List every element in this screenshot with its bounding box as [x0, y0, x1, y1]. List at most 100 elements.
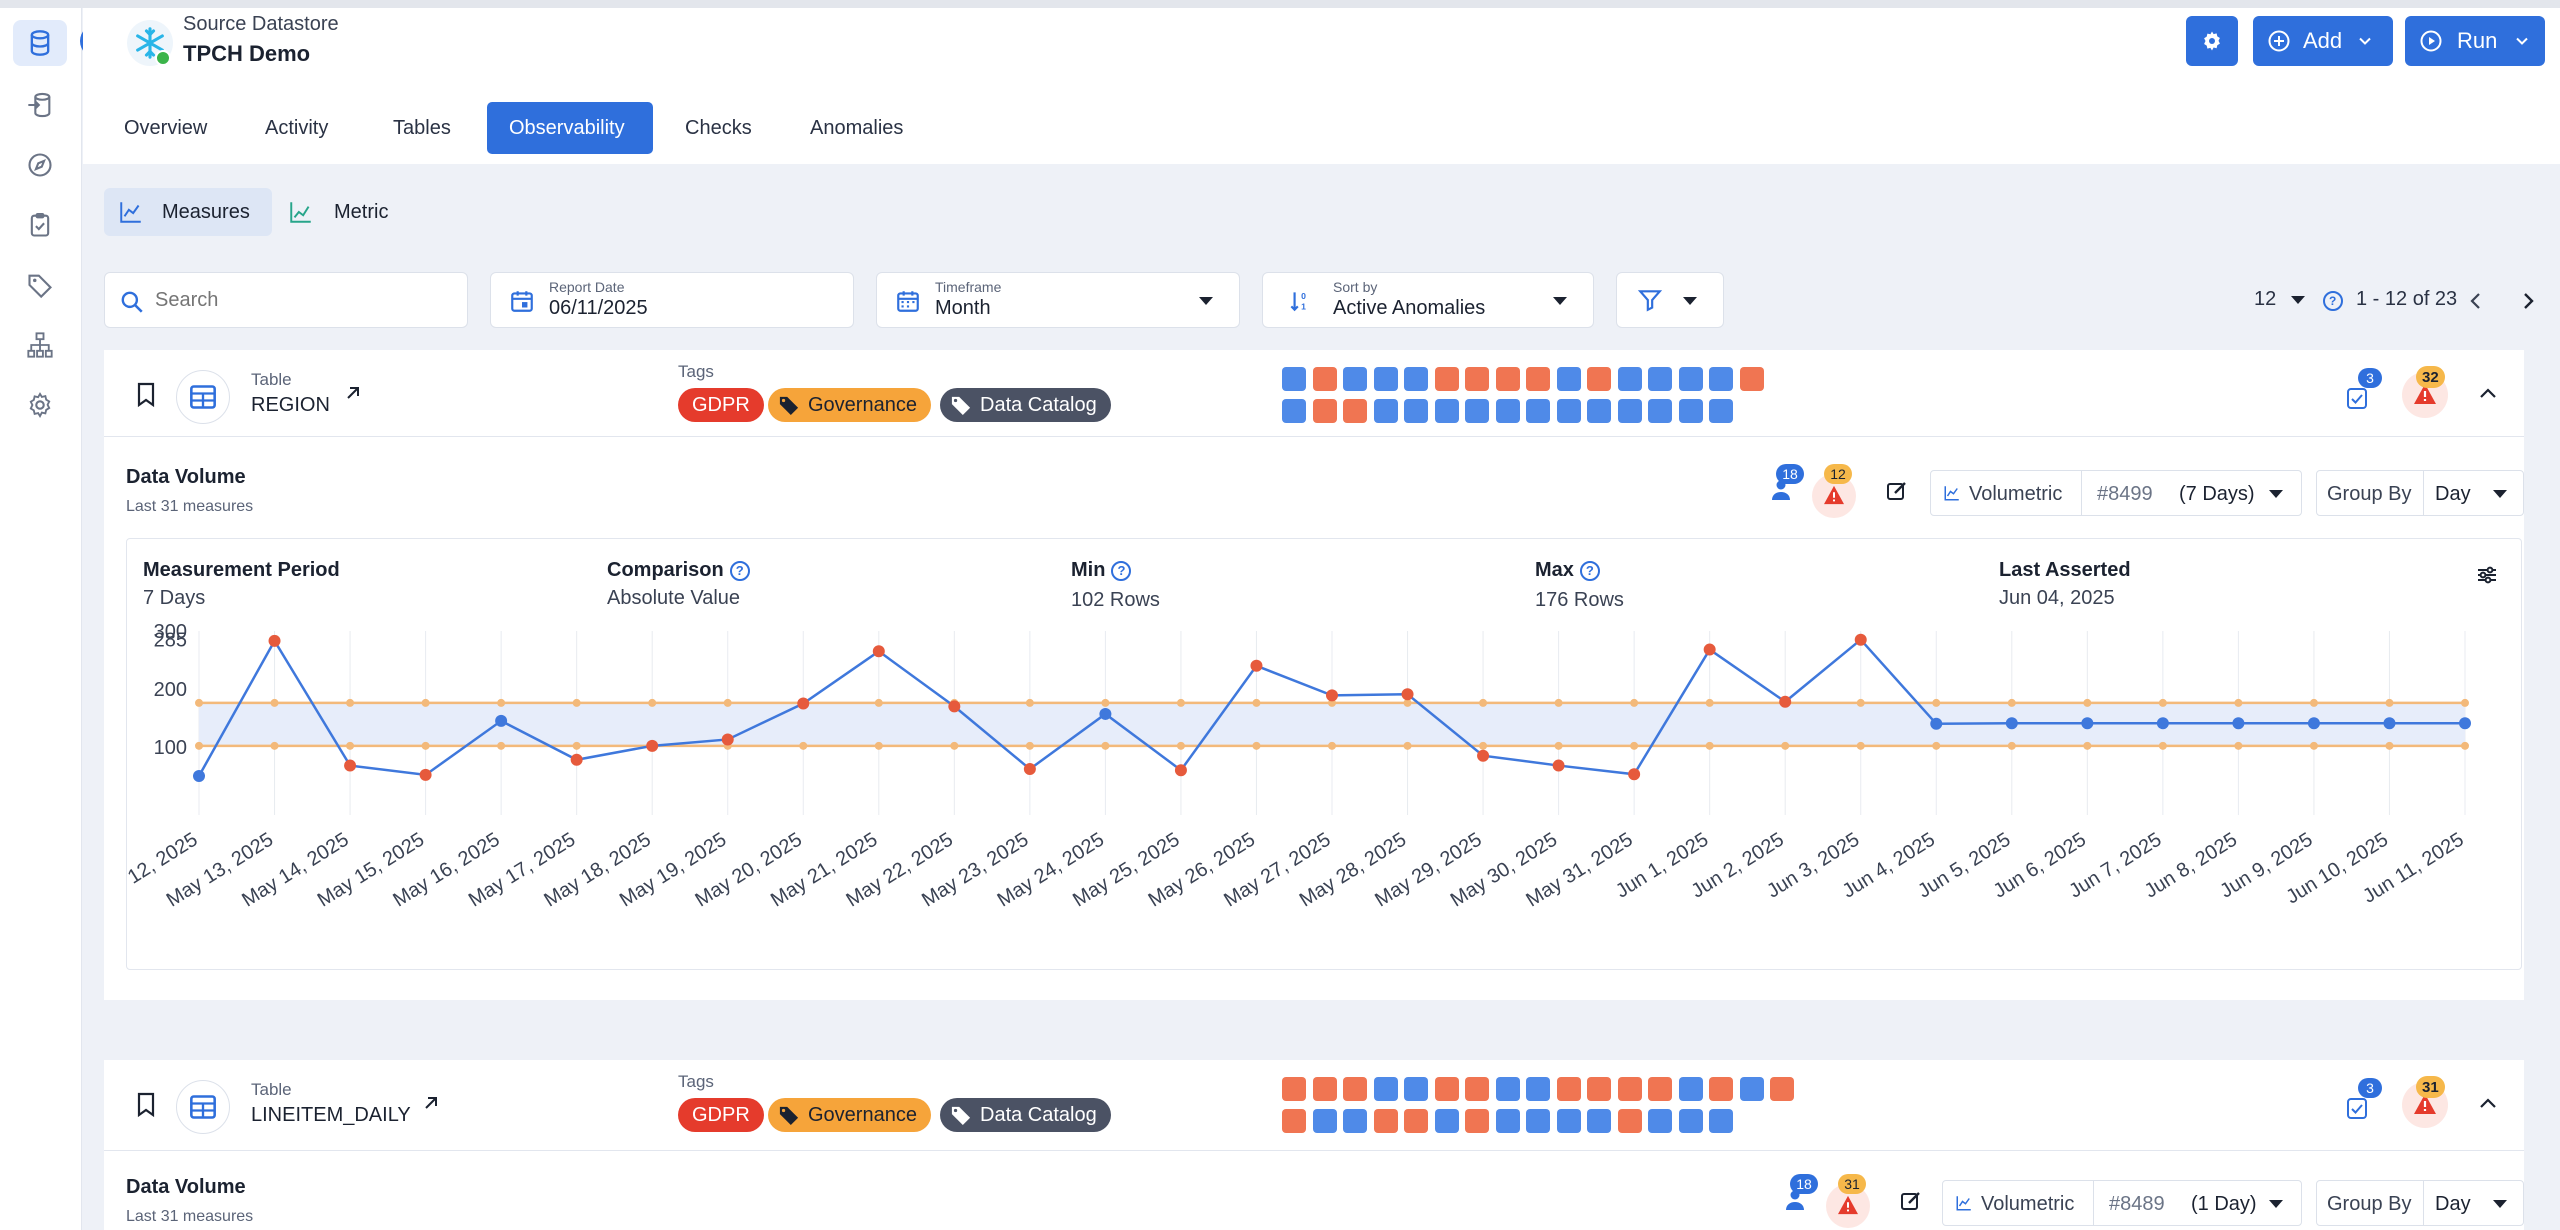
status-square[interactable] [1465, 399, 1489, 423]
chevron-up-icon[interactable] [2478, 1096, 2498, 1110]
sliders-icon[interactable] [2475, 563, 2499, 587]
status-square[interactable] [1434, 1077, 1459, 1101]
status-square[interactable] [1678, 399, 1703, 423]
edit-icon[interactable] [1900, 1190, 1922, 1212]
run-button[interactable]: Run [2405, 16, 2545, 66]
prev-page-icon[interactable] [2466, 290, 2486, 312]
table-name[interactable]: LINEITEM_DAILY [251, 1104, 411, 1126]
sidebar-item-datastores[interactable] [13, 20, 67, 66]
help-icon[interactable]: ? [2322, 290, 2344, 312]
status-square[interactable] [1587, 1109, 1611, 1133]
status-square[interactable] [1404, 399, 1428, 423]
edit-icon[interactable] [1886, 480, 1908, 502]
sidebar-item-enrichment[interactable] [13, 82, 67, 128]
status-square[interactable] [1587, 1077, 1611, 1101]
status-square[interactable] [1678, 1077, 1703, 1101]
status-square[interactable] [1434, 367, 1459, 391]
table-name[interactable]: REGION [251, 394, 330, 416]
help-icon[interactable]: ? [729, 560, 750, 581]
status-square[interactable] [1404, 1077, 1428, 1101]
status-square[interactable] [1648, 1109, 1672, 1133]
tab-checks[interactable]: Checks [685, 116, 752, 139]
next-page-icon[interactable] [2518, 290, 2538, 312]
status-square[interactable] [1434, 399, 1459, 423]
status-square[interactable] [1678, 367, 1703, 391]
status-square[interactable] [1465, 1077, 1489, 1101]
chevron-up-icon[interactable] [2478, 386, 2498, 400]
sidebar-item-flows[interactable] [13, 322, 67, 368]
status-square[interactable] [1282, 399, 1306, 423]
status-square[interactable] [1312, 399, 1337, 423]
tab-tables[interactable]: Tables [393, 116, 451, 139]
tab-anomalies[interactable]: Anomalies [810, 116, 904, 139]
page-size-caret-icon[interactable] [2291, 296, 2305, 304]
status-square[interactable] [1739, 1077, 1764, 1101]
status-square[interactable] [1495, 399, 1520, 423]
report-date-picker[interactable]: Report Date 06/11/2025 [490, 272, 854, 328]
status-square[interactable] [1282, 1077, 1306, 1101]
status-square[interactable] [1648, 367, 1672, 391]
help-icon[interactable]: ? [1111, 560, 1132, 581]
group-by-select[interactable]: Group By Day [2316, 470, 2524, 516]
status-square[interactable] [1648, 1077, 1672, 1101]
status-square[interactable] [1465, 367, 1489, 391]
check-selector[interactable]: Volumetric #8489 (1 Day) [1942, 1180, 2302, 1226]
status-square[interactable] [1739, 367, 1764, 391]
open-external-icon[interactable] [344, 384, 362, 402]
status-square[interactable] [1373, 367, 1398, 391]
status-square[interactable] [1709, 1109, 1733, 1133]
tab-overview[interactable]: Overview [124, 116, 208, 139]
status-square[interactable] [1617, 1077, 1642, 1101]
status-square[interactable] [1373, 399, 1398, 423]
sidebar-item-checks[interactable] [13, 202, 67, 248]
status-square[interactable] [1526, 367, 1550, 391]
group-by-select[interactable]: Group By Day [2316, 1180, 2524, 1226]
status-square[interactable] [1282, 367, 1306, 391]
status-square[interactable] [1312, 1077, 1337, 1101]
tag-data-catalog[interactable]: Data Catalog [940, 1098, 1111, 1132]
status-square[interactable] [1556, 367, 1581, 391]
timeframe-select[interactable]: Timeframe Month [876, 272, 1240, 328]
status-square[interactable] [1495, 1109, 1520, 1133]
tag-gdpr[interactable]: GDPR [678, 1098, 764, 1132]
status-square[interactable] [1373, 1077, 1398, 1101]
status-square[interactable] [1648, 399, 1672, 423]
status-square[interactable] [1709, 1077, 1733, 1101]
bookmark-icon[interactable] [136, 382, 156, 408]
tag-gdpr[interactable]: GDPR [678, 388, 764, 422]
page-size-value[interactable]: 12 [2254, 288, 2277, 310]
help-icon[interactable]: ? [1579, 560, 1600, 581]
filter-button[interactable] [1616, 272, 1724, 328]
check-selector[interactable]: Volumetric #8499 (7 Days) [1930, 470, 2302, 516]
status-square[interactable] [1495, 1077, 1520, 1101]
tag-governance[interactable]: Governance [768, 1098, 931, 1132]
status-square[interactable] [1312, 1109, 1337, 1133]
status-square[interactable] [1587, 367, 1611, 391]
status-square[interactable] [1282, 1109, 1306, 1133]
sidebar-item-settings[interactable] [13, 382, 67, 428]
search-box[interactable] [104, 272, 468, 328]
status-square[interactable] [1770, 1077, 1794, 1101]
tab-activity[interactable]: Activity [265, 116, 329, 139]
status-square[interactable] [1556, 1109, 1581, 1133]
status-square[interactable] [1678, 1109, 1703, 1133]
status-square[interactable] [1343, 399, 1367, 423]
metric-toggle[interactable]: Metric [278, 188, 408, 236]
tab-observability[interactable]: Observability [487, 102, 653, 154]
tag-governance[interactable]: Governance [768, 388, 931, 422]
search-input[interactable] [155, 285, 455, 315]
bookmark-icon[interactable] [136, 1092, 156, 1118]
status-square[interactable] [1556, 399, 1581, 423]
status-square[interactable] [1373, 1109, 1398, 1133]
status-square[interactable] [1556, 1077, 1581, 1101]
status-square[interactable] [1404, 1109, 1428, 1133]
status-square[interactable] [1709, 367, 1733, 391]
status-square[interactable] [1587, 399, 1611, 423]
status-square[interactable] [1343, 1077, 1367, 1101]
status-square[interactable] [1709, 399, 1733, 423]
status-square[interactable] [1617, 1109, 1642, 1133]
checks-icon[interactable] [2346, 1096, 2368, 1120]
checks-icon[interactable] [2346, 386, 2368, 410]
status-square[interactable] [1526, 399, 1550, 423]
